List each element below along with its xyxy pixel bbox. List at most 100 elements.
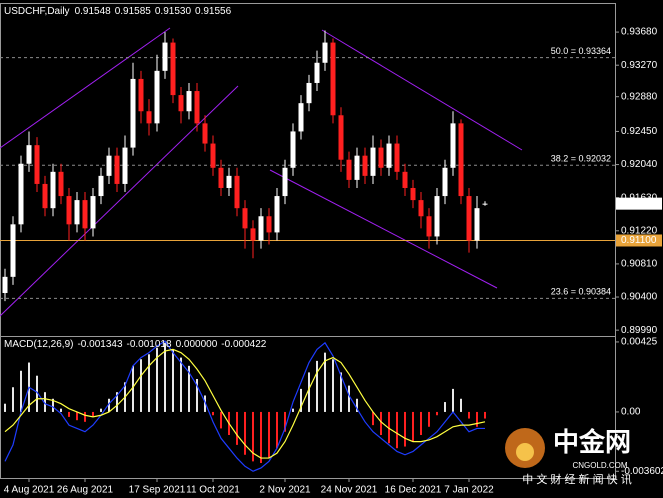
y-tick-label: -0.003602 bbox=[621, 466, 663, 477]
macd-histogram-bar bbox=[484, 411, 486, 419]
macd-histogram-bar bbox=[300, 388, 302, 412]
candle-body bbox=[58, 171, 64, 197]
y-tick-label: 0.92040 bbox=[621, 159, 658, 170]
macd-line bbox=[4, 348, 486, 459]
macd-histogram-bar bbox=[36, 375, 38, 412]
macd-histogram-bar bbox=[292, 408, 294, 412]
candle-body bbox=[186, 91, 192, 112]
macd-histogram-bar bbox=[92, 411, 94, 417]
macd-histogram-bar bbox=[388, 411, 390, 444]
y-tick-label: 0.91220 bbox=[621, 225, 658, 236]
candle-body bbox=[330, 42, 336, 116]
quote-low: 0.91530 bbox=[155, 6, 192, 17]
x-tick-label: 16 Dec 2021 bbox=[385, 485, 442, 496]
macd-histogram-bar bbox=[180, 357, 182, 412]
candle-body bbox=[346, 159, 352, 180]
quote-high: 0.91585 bbox=[115, 6, 152, 17]
candle-body bbox=[26, 145, 32, 164]
candle-body bbox=[154, 70, 160, 124]
fib-label: 23.6 = 0.90384 bbox=[551, 287, 611, 297]
candle-body bbox=[98, 175, 104, 197]
candle-body bbox=[218, 167, 224, 188]
candle-body bbox=[410, 187, 416, 201]
candle-body bbox=[418, 200, 424, 217]
fib-label: 38.2 = 0.92032 bbox=[551, 154, 611, 164]
candle-body bbox=[82, 200, 88, 229]
y-tick-label: 0.00 bbox=[621, 407, 641, 418]
macd-histogram-bar bbox=[44, 392, 46, 412]
symbol: USDCHF,Daily bbox=[4, 6, 70, 17]
macd-histogram-bar bbox=[476, 411, 478, 427]
candle-body bbox=[18, 163, 24, 225]
macd-histogram-bar bbox=[436, 411, 438, 416]
candle-body bbox=[290, 131, 296, 168]
macd-histogram-bar bbox=[236, 411, 238, 445]
macd-value: 0.000000 bbox=[176, 339, 218, 350]
macd-histogram-bar bbox=[460, 398, 462, 412]
macd-histogram-bar bbox=[284, 411, 286, 432]
candle-body bbox=[482, 203, 488, 205]
macd-histogram-bar bbox=[164, 342, 166, 412]
candle-body bbox=[234, 175, 240, 209]
current-price-label: 0.91556 bbox=[621, 198, 658, 209]
macd-histogram-bar bbox=[396, 411, 398, 449]
macd-value: -0.000422 bbox=[221, 339, 266, 350]
macd-histogram-bar bbox=[108, 398, 110, 412]
macd-histogram-bar bbox=[348, 385, 350, 412]
watermark-logo-inner bbox=[516, 443, 534, 461]
y-tick-label: 0.93270 bbox=[621, 60, 658, 71]
candle-body bbox=[266, 216, 272, 233]
macd-histogram-bar bbox=[244, 411, 246, 455]
macd-histogram-bar bbox=[268, 411, 270, 459]
trend-channels bbox=[0, 27, 523, 317]
candle-body bbox=[426, 216, 432, 237]
channel-line bbox=[269, 169, 498, 289]
macd-histogram-bar bbox=[116, 392, 118, 412]
x-tick-label: 7 Jan 2022 bbox=[444, 485, 494, 496]
watermark-tagline: 中 文 财 经 新 闻 快 讯 bbox=[522, 472, 631, 486]
candle-body bbox=[242, 208, 248, 229]
candle-body bbox=[74, 200, 80, 225]
candle-body bbox=[258, 216, 264, 241]
macd-histogram-bar bbox=[316, 360, 318, 412]
candle-body bbox=[210, 143, 216, 168]
macd-value: -0.001343 bbox=[77, 339, 122, 350]
candle-body bbox=[122, 147, 128, 184]
candle-body bbox=[90, 196, 96, 229]
macd-header: MACD(12,26,9) -0.001343 -0.001018 0.000000-… bbox=[4, 339, 267, 350]
macd-histogram-bar bbox=[340, 372, 342, 412]
macd-histogram-bar bbox=[356, 398, 358, 412]
macd-histogram-bar bbox=[132, 365, 134, 412]
y-tick-label: 0.92450 bbox=[621, 126, 658, 137]
candle-body bbox=[314, 62, 320, 83]
macd-histogram-bar bbox=[20, 370, 22, 412]
macd-histogram-bar bbox=[68, 411, 70, 417]
macd-title: MACD(12,26,9) bbox=[4, 339, 73, 350]
macd-histogram-bar bbox=[276, 411, 278, 449]
candle-body bbox=[178, 95, 184, 112]
macd-histogram-bar bbox=[212, 411, 214, 416]
candle-body bbox=[202, 123, 208, 144]
candle-body bbox=[42, 183, 48, 209]
fib-label: 50.0 = 0.93364 bbox=[551, 46, 611, 56]
candle-body bbox=[50, 171, 56, 209]
y-tick-label: 0.00425 bbox=[621, 337, 658, 348]
macd-histogram-bar bbox=[148, 354, 150, 412]
macd-histogram-bar bbox=[308, 372, 310, 412]
x-tick-label: 2 Nov 2021 bbox=[259, 485, 311, 496]
watermark: 中金网 CNGOLD.COM 中 文 财 经 新 闻 快 讯 bbox=[505, 427, 632, 486]
macd-histogram-bar bbox=[412, 411, 414, 442]
candle-body bbox=[378, 147, 384, 168]
macd-histogram-bar bbox=[220, 411, 222, 429]
macd-histogram-bar bbox=[468, 411, 470, 419]
candle-body bbox=[106, 155, 112, 176]
macd-histogram-bar bbox=[372, 411, 374, 426]
candle-body bbox=[2, 276, 8, 293]
macd-histogram-bar bbox=[140, 359, 142, 412]
watermark-site: CNGOLD.COM bbox=[572, 461, 627, 470]
price-box bbox=[616, 234, 662, 247]
candle-body bbox=[450, 123, 456, 168]
y-tick-label: 0.90810 bbox=[621, 259, 658, 270]
y-tick-label: 0.90400 bbox=[621, 292, 658, 303]
